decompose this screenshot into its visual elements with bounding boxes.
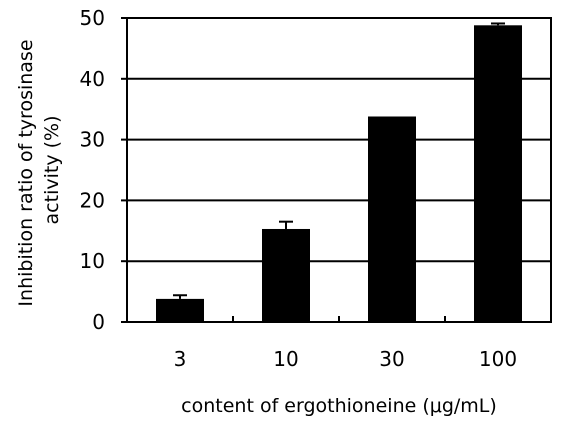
y-axis-title: Inhibition ratio of tyrosinase activity … (15, 33, 63, 306)
y-tick-label: 10 (80, 249, 105, 273)
bar (262, 228, 310, 322)
bar (474, 25, 522, 323)
bars (156, 22, 522, 323)
x-tick-label: 10 (273, 347, 298, 371)
y-axis-ticks: 0 10 20 30 40 50 (80, 6, 127, 334)
x-tick-label: 100 (479, 347, 517, 371)
y-tick-label: 30 (80, 128, 105, 152)
x-axis-title: content of ergothioneine (μg/mL) (181, 395, 497, 417)
x-tick-label: 30 (379, 347, 404, 371)
y-axis-title-line-1: Inhibition ratio of tyrosinase (15, 39, 37, 306)
y-tick-label: 40 (80, 67, 105, 91)
y-tick-label: 20 (80, 188, 105, 212)
x-axis-ticks: 3 10 30 100 (174, 316, 517, 371)
y-tick-label: 50 (80, 6, 105, 30)
bar (156, 298, 204, 322)
y-axis-title-line-2: activity (%) (41, 116, 63, 225)
x-tick-label: 3 (174, 347, 187, 371)
bar (368, 116, 416, 322)
y-tick-label: 0 (92, 310, 105, 334)
